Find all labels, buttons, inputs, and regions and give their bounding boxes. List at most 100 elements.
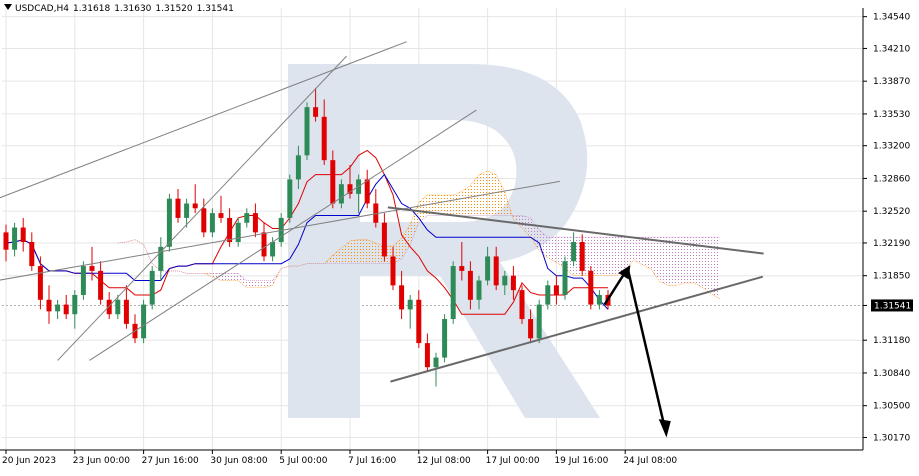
price-tick-label: 1.32520 bbox=[873, 207, 910, 217]
candle-body bbox=[12, 227, 18, 250]
cloud-segment bbox=[625, 237, 634, 270]
candle-body bbox=[123, 299, 129, 324]
candle-body bbox=[209, 213, 215, 233]
cloud-segment bbox=[410, 202, 419, 245]
candle-body bbox=[201, 208, 207, 233]
low-value: 1.31520 bbox=[155, 4, 193, 14]
candle-body bbox=[63, 304, 69, 315]
candle-body bbox=[175, 198, 181, 218]
forecast-arrow-down bbox=[626, 268, 666, 429]
senkou-span-a bbox=[117, 170, 720, 299]
channel-lower-line bbox=[0, 180, 560, 281]
candle-body bbox=[37, 266, 43, 300]
kijun-sen-line bbox=[5, 173, 609, 310]
price-tick-label: 1.33200 bbox=[873, 142, 910, 152]
symbol-header: USDCAD,H4 1.31618 1.31630 1.31520 1.31541 bbox=[4, 4, 238, 14]
candle-body bbox=[29, 242, 35, 267]
candle-body bbox=[545, 285, 551, 305]
cloud-segment bbox=[272, 268, 282, 286]
arrow-head-down bbox=[658, 419, 671, 438]
time-tick-label: 24 Jul 08:00 bbox=[623, 456, 677, 466]
candle-body bbox=[218, 213, 224, 218]
last-price-box bbox=[871, 299, 913, 312]
cloud-segment bbox=[461, 185, 471, 216]
cloud-segment bbox=[685, 237, 694, 283]
close-value: 1.31541 bbox=[196, 4, 234, 14]
high-value: 1.31630 bbox=[114, 4, 152, 14]
candle-body bbox=[338, 184, 344, 204]
price-tick-label: 1.32860 bbox=[873, 174, 910, 184]
candle-body bbox=[192, 203, 198, 209]
candle-body bbox=[98, 270, 104, 300]
candle-body bbox=[252, 213, 258, 233]
cloud-segment bbox=[590, 237, 600, 276]
candle-body bbox=[450, 266, 456, 320]
time-axis: 20 Jun 2023 23 Jun 00:00 27 Jun 16:00 30 Ju… bbox=[2, 450, 677, 466]
price-tick-label: 1.31180 bbox=[873, 336, 910, 346]
cloud-segment bbox=[642, 237, 651, 269]
candle-body bbox=[55, 304, 61, 312]
candle-body bbox=[295, 155, 301, 180]
candle-body bbox=[485, 256, 491, 281]
candle-body bbox=[536, 304, 542, 339]
ichimoku-lines bbox=[5, 149, 609, 315]
candle-body bbox=[227, 217, 233, 242]
last-price-label: 1.31541 bbox=[874, 301, 911, 311]
candle-body bbox=[364, 179, 370, 204]
cloud-segment bbox=[221, 273, 230, 281]
cloud-segment bbox=[246, 280, 256, 288]
candle-body bbox=[235, 222, 241, 242]
cloud-segment bbox=[668, 237, 677, 286]
cloud-segment bbox=[358, 239, 368, 264]
candle-body bbox=[390, 256, 396, 286]
price-tick-label: 1.30500 bbox=[873, 402, 910, 412]
cloud-segment bbox=[522, 215, 531, 238]
watermark-logo bbox=[288, 64, 600, 418]
candle-body bbox=[510, 275, 516, 291]
price-tick-label: 1.31850 bbox=[873, 272, 910, 282]
dropdown-triangle-icon[interactable] bbox=[4, 4, 12, 10]
candle-body bbox=[72, 294, 78, 315]
cloud-segment bbox=[676, 237, 686, 286]
price-tick-label: 1.33870 bbox=[873, 77, 910, 87]
senkou-span-b bbox=[117, 215, 720, 281]
candle-body bbox=[519, 290, 525, 320]
cloud-segment bbox=[608, 237, 617, 276]
price-tick-label: 1.32190 bbox=[873, 239, 910, 249]
candle-body bbox=[373, 203, 379, 223]
time-tick-label: 17 Jul 00:00 bbox=[486, 456, 540, 466]
candle-body bbox=[416, 299, 422, 344]
cloud-segment bbox=[255, 280, 264, 288]
triangle-lower-line bbox=[390, 275, 764, 383]
candle-body bbox=[424, 343, 430, 368]
cloud-segment bbox=[418, 195, 428, 223]
candle-body bbox=[502, 275, 508, 286]
candle-body bbox=[270, 242, 276, 257]
cloud-segment bbox=[496, 174, 505, 216]
cloud-segment bbox=[479, 170, 488, 216]
cloud-segment bbox=[599, 237, 608, 276]
candle-body bbox=[459, 266, 465, 271]
price-tick-label: 1.30170 bbox=[873, 433, 910, 443]
candle-body bbox=[278, 217, 284, 242]
time-tick-label: 19 Jul 16:00 bbox=[554, 456, 608, 466]
cloud-segment bbox=[659, 237, 669, 286]
candle-body bbox=[596, 294, 602, 305]
candle-body bbox=[553, 285, 559, 295]
time-tick-label: 20 Jun 2023 bbox=[2, 456, 56, 466]
time-tick-label: 30 Jun 08:00 bbox=[210, 456, 267, 466]
cloud-segment bbox=[367, 239, 376, 264]
cloud-segment bbox=[453, 191, 462, 216]
cloud-segment bbox=[212, 273, 221, 281]
candle-body bbox=[433, 357, 439, 368]
price-axis: 1.34540 1.34210 1.33870 1.33530 1.33200 1.328… bbox=[863, 13, 913, 443]
price-tick-label: 1.30840 bbox=[873, 369, 910, 379]
candle-body bbox=[141, 304, 147, 339]
channel-line-2 bbox=[57, 55, 347, 361]
cloud-segment bbox=[633, 237, 643, 265]
time-tick-label: 27 Jun 16:00 bbox=[142, 456, 199, 466]
cloud-segment bbox=[556, 237, 565, 269]
candle-body bbox=[313, 107, 319, 117]
